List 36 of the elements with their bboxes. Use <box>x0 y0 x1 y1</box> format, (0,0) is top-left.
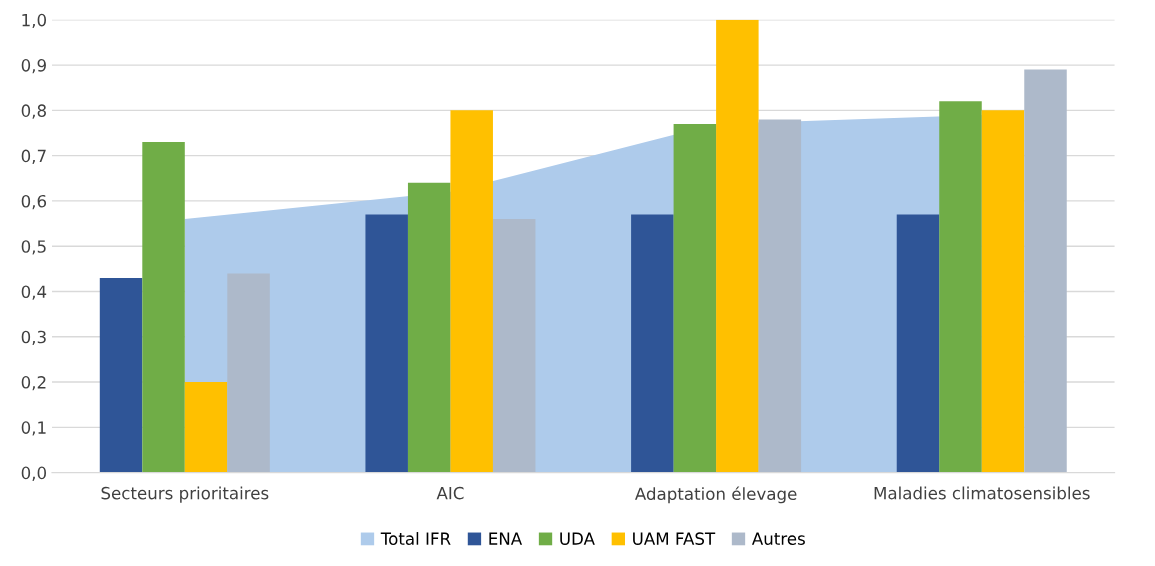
y-tick-label: 0,5 <box>21 240 46 255</box>
bar <box>99 277 143 473</box>
y-tick-label: 0,2 <box>21 376 46 391</box>
bar <box>631 214 674 473</box>
bar <box>716 19 759 473</box>
y-tick-label: 0,9 <box>21 59 46 74</box>
bar <box>184 382 228 473</box>
y-tick-label: 0,4 <box>21 285 47 300</box>
y-tick-label: 0,7 <box>21 149 46 164</box>
y-tick-label: 0,8 <box>21 104 46 119</box>
bar <box>227 273 270 473</box>
x-tick-label: AIC <box>436 486 464 500</box>
legend-label: ENA <box>489 532 523 545</box>
bar <box>492 219 536 473</box>
bar <box>1024 69 1067 473</box>
bar <box>981 110 1025 473</box>
bar <box>939 101 982 473</box>
legend-label: Autres <box>751 532 805 545</box>
bar <box>758 119 802 473</box>
bar <box>450 110 493 473</box>
x-tick-label: Adaptation élevage <box>634 486 797 504</box>
legend-label: UAM FAST <box>633 532 716 545</box>
bar <box>673 123 717 473</box>
legend-label: UDA <box>560 532 595 545</box>
x-tick-label: Maladies climatosensibles <box>874 486 1090 500</box>
x-tick-label: Secteurs prioritaires <box>101 486 269 503</box>
bar <box>896 214 940 473</box>
bar <box>142 142 185 473</box>
y-tick-label: 0,3 <box>21 330 46 346</box>
y-tick-label: 0,1 <box>21 421 46 436</box>
bar <box>407 182 451 473</box>
y-tick-label: 0,6 <box>21 194 47 210</box>
legend-label: Total IFR <box>380 532 451 545</box>
y-tick-label: 0,0 <box>21 466 47 481</box>
y-tick-label: 1,0 <box>22 13 47 29</box>
bar <box>365 214 408 473</box>
